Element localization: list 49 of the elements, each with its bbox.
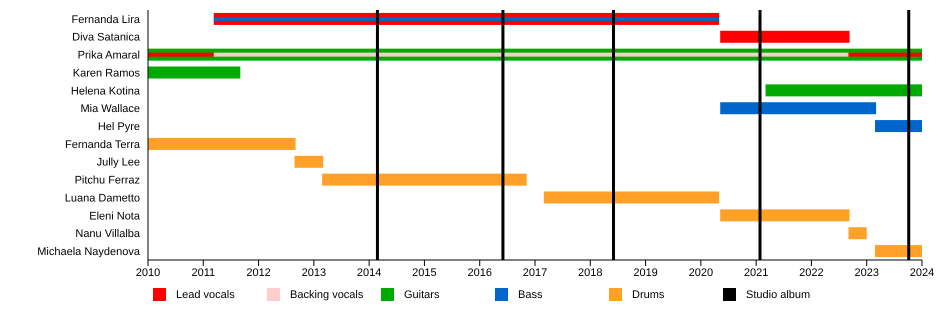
x-tick-label: 2022 [799, 266, 824, 279]
x-tick-label: 2014 [356, 266, 382, 279]
legend-label: Studio album [746, 288, 810, 300]
bar [720, 209, 850, 222]
legend-label: Guitars [404, 288, 440, 300]
x-tick-label: 2012 [246, 266, 271, 279]
y-tick-label: Helena Kotina [70, 85, 141, 98]
y-tick-label: Michaela Naydenova [37, 246, 141, 258]
y-tick-label: Diva Satanica [72, 32, 141, 44]
bar [875, 120, 922, 132]
y-tick-label: Mia Wallace [80, 103, 140, 116]
x-tick-label: 2010 [136, 266, 160, 279]
x-tick-label: 2011 [191, 266, 216, 279]
bar [848, 52, 922, 57]
y-tick-label: Prika Amaral [78, 50, 140, 62]
legend-label: Bass [518, 288, 542, 300]
bar [214, 52, 848, 57]
legend-label: Backing vocals [290, 288, 364, 300]
x-tick-label: 2013 [302, 266, 326, 279]
legend-label: Lead vocals [176, 288, 235, 300]
bar [720, 30, 850, 43]
bar [322, 174, 527, 186]
x-tick-label: 2024 [910, 266, 934, 279]
x-tick-label: 2019 [633, 266, 658, 279]
x-tick-label: 2015 [412, 266, 437, 279]
bar [766, 84, 922, 96]
y-tick-label: Fernanda Lira [72, 14, 141, 26]
y-tick-label: Karen Ramos [72, 67, 140, 80]
x-tick-label: 2018 [578, 266, 603, 279]
bar [720, 102, 876, 114]
bar [294, 156, 324, 168]
x-tick-label: 2017 [522, 266, 548, 279]
legend-label: Drums [632, 288, 664, 300]
bar [148, 138, 296, 150]
y-tick-label: Nanu Villalba [75, 228, 141, 240]
x-tick-label: 2020 [688, 266, 714, 279]
y-tick-label: Luana Dametto [64, 192, 140, 204]
x-tick-label: 2023 [854, 266, 879, 279]
x-tick-label: 2016 [467, 266, 492, 279]
y-tick-label: Eleni Nota [89, 210, 141, 222]
y-tick-label: Hel Pyre [98, 120, 140, 133]
bar [148, 66, 240, 78]
y-tick-label: Pitchu Ferraz [74, 174, 140, 187]
bar [848, 227, 867, 240]
y-tick-label: Fernanda Terra [64, 138, 141, 151]
y-tick-label: Jully Lee [96, 156, 140, 169]
bar [875, 245, 922, 258]
bar [544, 192, 720, 204]
x-tick-label: 2021 [744, 266, 768, 279]
